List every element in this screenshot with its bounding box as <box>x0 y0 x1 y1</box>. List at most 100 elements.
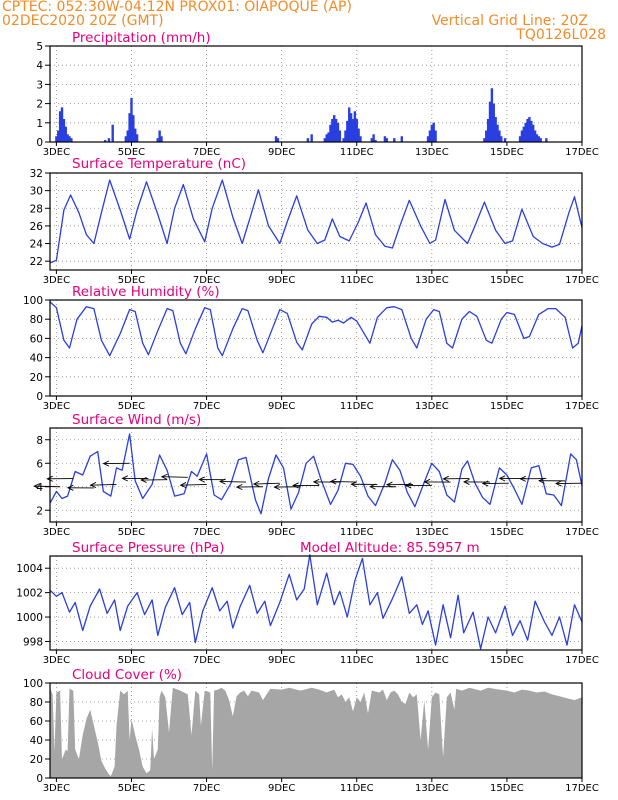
precip-bar <box>107 138 111 142</box>
wind-arrow-head <box>404 482 412 489</box>
precip-bar <box>537 136 541 142</box>
panel-frame <box>49 172 583 271</box>
wind-arrow-head <box>481 480 489 487</box>
precip-bar <box>486 118 490 142</box>
wind-arrow-head <box>252 480 260 487</box>
wind-arrow-head <box>442 475 450 482</box>
y-tick-label: 6 <box>36 458 43 470</box>
precip-bar <box>70 138 73 142</box>
header-model-id: TQ0126L028 <box>516 27 606 43</box>
x-tick-label: 3DEC <box>43 275 70 286</box>
x-tick-label: 17DEC <box>565 275 599 286</box>
precip-bar <box>276 138 280 142</box>
y-tick-label: 0 <box>36 137 43 149</box>
precip-bar <box>434 130 437 142</box>
precip-bar <box>353 111 357 142</box>
x-tick-label: 9DEC <box>268 527 295 538</box>
wind-arrow-head <box>350 481 358 488</box>
y-tick-label: 1002 <box>16 588 43 600</box>
y-tick-label: 26 <box>30 221 44 233</box>
series-line <box>49 554 583 650</box>
header: CPTEC: 052:30W-04:12N PROX01: OIAPOQUE (… <box>0 0 618 43</box>
panel-2 <box>45 172 583 274</box>
y-tick-label: 60 <box>30 716 43 728</box>
x-tick-label: 9DEC <box>268 783 295 794</box>
y-tick-label: 2 <box>36 505 43 517</box>
wind-arrow-head <box>554 480 562 487</box>
precip-bar <box>522 126 526 142</box>
y-tick-label: 20 <box>30 754 43 766</box>
precip-bar <box>490 88 494 142</box>
x-tick-label: 17DEC <box>565 783 599 794</box>
x-tick-label: 17DEC <box>565 147 599 158</box>
x-tick-label: 5DEC <box>118 527 145 538</box>
x-tick-label: 13DEC <box>415 401 449 412</box>
precip-bar <box>545 138 548 142</box>
precip-bar <box>306 138 310 142</box>
panel-frame <box>49 299 583 397</box>
panel-1 <box>45 45 583 146</box>
x-tick-label: 13DEC <box>415 275 449 286</box>
precip-bar <box>526 118 529 142</box>
wind-arrow-head <box>89 482 97 489</box>
x-tick-label: 13DEC <box>415 147 449 158</box>
x-tick-label: 9DEC <box>268 401 295 412</box>
x-tick-label: 11DEC <box>340 401 374 412</box>
y-tick-label: 28 <box>30 203 43 215</box>
x-tick-label: 3DEC <box>43 527 70 538</box>
y-tick-label: 24 <box>30 239 44 251</box>
x-tick-label: 5DEC <box>118 147 145 158</box>
wind-arrow-head <box>538 477 545 484</box>
precip-bar <box>103 140 107 142</box>
wind-arrow <box>161 476 188 478</box>
precip-bar <box>359 136 362 142</box>
y-tick-label: 3 <box>36 79 43 91</box>
panel-title: Precipitation (mm/h) <box>72 30 211 46</box>
precip-bar <box>55 136 58 142</box>
x-tick-label: 17DEC <box>565 527 599 538</box>
precip-bar <box>355 118 358 142</box>
x-tick-label: 9DEC <box>268 147 295 158</box>
wind-arrow <box>180 483 207 486</box>
y-tick-label: 32 <box>30 168 43 180</box>
wind-arrow-head <box>46 475 53 482</box>
wind-arrow-head <box>312 478 320 485</box>
wind-arrow-head <box>102 460 110 467</box>
x-tick-label: 5DEC <box>118 275 145 286</box>
precip-bar <box>111 124 114 142</box>
x-tick-label: 7DEC <box>193 401 220 412</box>
precip-bar <box>132 115 135 142</box>
wind-arrow-head <box>121 475 128 482</box>
wind-arrow-head <box>292 482 299 489</box>
x-tick-label: 9DEC <box>268 275 295 286</box>
x-tick-label: 15DEC <box>490 401 524 412</box>
x-tick-label: 15DEC <box>490 527 524 538</box>
precip-bar <box>348 107 351 142</box>
wind-arrow-head <box>219 478 226 485</box>
precip-bar <box>349 113 353 142</box>
panel-5 <box>45 554 583 654</box>
y-tick-label: 60 <box>30 333 43 345</box>
panel-frame <box>49 555 583 651</box>
precip-bar <box>333 115 336 142</box>
wind-arrow-head <box>329 478 337 485</box>
y-tick-label: 0 <box>36 773 43 785</box>
x-tick-label: 13DEC <box>415 783 449 794</box>
precip-bar <box>498 130 501 142</box>
precip-bar <box>64 126 67 142</box>
precip-bar <box>351 118 355 142</box>
precip-bar <box>274 136 278 142</box>
precip-bar <box>528 117 531 142</box>
series-line <box>49 433 583 515</box>
precip-bar <box>68 136 71 142</box>
precip-bar <box>160 136 163 142</box>
precip-bar <box>426 136 430 142</box>
precip-bar <box>518 136 522 142</box>
precip-bar <box>327 132 330 142</box>
precip-bar <box>336 122 340 142</box>
precip-bar <box>488 101 492 142</box>
wind-arrow-head <box>423 478 431 485</box>
precip-bar <box>524 122 527 142</box>
precip-bar <box>323 138 327 142</box>
